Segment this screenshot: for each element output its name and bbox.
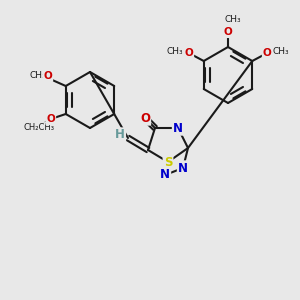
- Text: O: O: [46, 114, 55, 124]
- Text: O: O: [263, 48, 272, 58]
- Text: CH₃: CH₃: [225, 16, 241, 25]
- Text: S: S: [164, 155, 172, 169]
- Text: N: N: [160, 169, 170, 182]
- Text: CH₃: CH₃: [273, 46, 290, 56]
- Text: O: O: [140, 112, 150, 124]
- Text: CH₃: CH₃: [29, 71, 46, 80]
- Text: CH₃: CH₃: [167, 46, 183, 56]
- Text: N: N: [173, 122, 183, 134]
- Text: O: O: [224, 27, 232, 37]
- Text: N: N: [178, 161, 188, 175]
- Text: H: H: [115, 128, 125, 142]
- Text: O: O: [184, 48, 193, 58]
- Text: CH₂CH₃: CH₂CH₃: [23, 122, 54, 131]
- Text: O: O: [44, 71, 52, 81]
